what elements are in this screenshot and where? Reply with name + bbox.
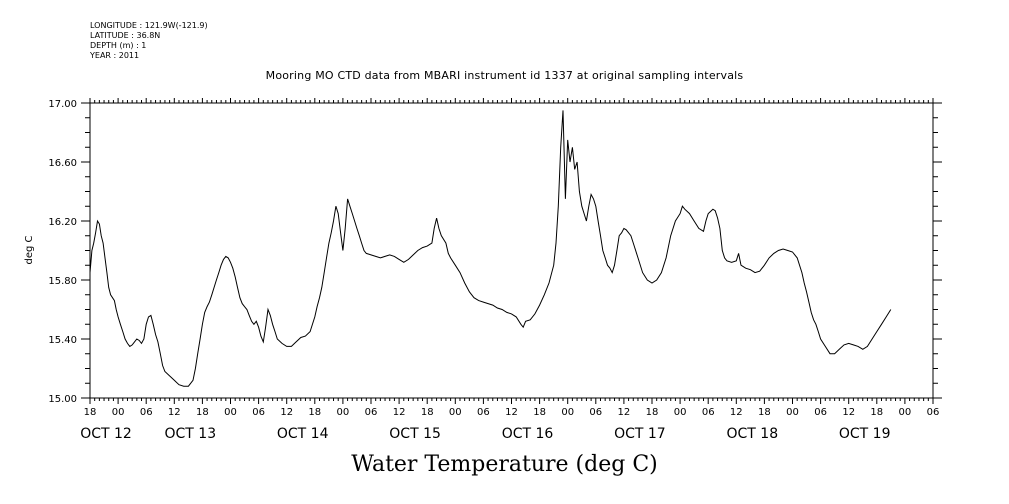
y-tick-label: 16.20 — [48, 217, 77, 228]
x-tick-label: 00 — [674, 407, 687, 418]
x-tick-label: 00 — [112, 407, 125, 418]
x-axis: 18 00 06 12 18 00 06 12 18 00 06 12 18 00 06 12 18 00 06 12… — [80, 398, 939, 442]
x-date-label: OCT 14 — [277, 426, 329, 442]
x-tick-label: 00 — [561, 407, 574, 418]
x-tick-label: 18 — [84, 407, 97, 418]
series-line-water-temperature — [89, 110, 892, 387]
x-tick-label: 12 — [842, 407, 855, 418]
x-tick-label: 06 — [589, 407, 602, 418]
x-axis-top — [89, 98, 934, 103]
x-tick-label: 18 — [196, 407, 209, 418]
x-tick-label: 18 — [533, 407, 546, 418]
x-date-label: OCT 19 — [839, 426, 891, 442]
x-date-label: OCT 16 — [502, 426, 554, 442]
x-axis-label: Water Temperature (deg C) — [351, 452, 658, 477]
metadata-block: LONGITUDE : 121.9W(-121.9) LATITUDE : 36… — [90, 21, 208, 61]
x-tick-label: 18 — [421, 407, 434, 418]
x-tick-label: 12 — [280, 407, 293, 418]
x-tick-label: 06 — [814, 407, 827, 418]
x-tick-label: 18 — [758, 407, 771, 418]
metadata-year: YEAR : 2011 — [90, 51, 140, 60]
x-tick-label: 06 — [140, 407, 153, 418]
y-tick-label: 16.60 — [48, 158, 77, 169]
x-tick-label: 18 — [308, 407, 321, 418]
y-tick-label: 15.40 — [48, 335, 77, 346]
x-date-label: OCT 13 — [164, 426, 216, 442]
y-tick-label: 15.00 — [48, 394, 77, 405]
x-tick-label: 12 — [730, 407, 743, 418]
x-date-label: OCT 18 — [726, 426, 778, 442]
y-axis-right — [933, 102, 942, 399]
x-tick-label: 06 — [477, 407, 490, 418]
x-tick-label: 00 — [224, 407, 237, 418]
metadata-latitude: LATITUDE : 36.8N — [90, 31, 161, 40]
x-tick-label: 18 — [646, 407, 659, 418]
x-date-label: OCT 12 — [80, 426, 132, 442]
y-axis-label: deg C — [24, 235, 35, 264]
x-tick-label: 06 — [927, 407, 940, 418]
x-tick-label: 06 — [252, 407, 265, 418]
metadata-depth: DEPTH (m) : 1 — [90, 41, 147, 50]
x-tick-label: 06 — [702, 407, 715, 418]
y-axis-left: 15.00 15.40 15.80 16.20 16.60 17.00 — [48, 99, 90, 405]
x-date-label: OCT 15 — [389, 426, 441, 442]
x-tick-label: 00 — [337, 407, 350, 418]
plot-frame — [89, 102, 934, 399]
chart-title: Mooring MO CTD data from MBARI instrumen… — [265, 69, 744, 82]
x-tick-label: 00 — [899, 407, 912, 418]
x-tick-label: 00 — [449, 407, 462, 418]
x-tick-label: 12 — [393, 407, 406, 418]
x-tick-label: 12 — [505, 407, 518, 418]
x-tick-label: 12 — [168, 407, 181, 418]
y-tick-label: 15.80 — [48, 276, 77, 287]
x-tick-label: 06 — [365, 407, 378, 418]
metadata-longitude: LONGITUDE : 121.9W(-121.9) — [90, 21, 208, 30]
x-tick-label: 12 — [618, 407, 631, 418]
x-tick-label: 18 — [870, 407, 883, 418]
x-tick-label: 00 — [786, 407, 799, 418]
x-date-label: OCT 17 — [614, 426, 666, 442]
y-tick-label: 17.00 — [48, 99, 77, 110]
